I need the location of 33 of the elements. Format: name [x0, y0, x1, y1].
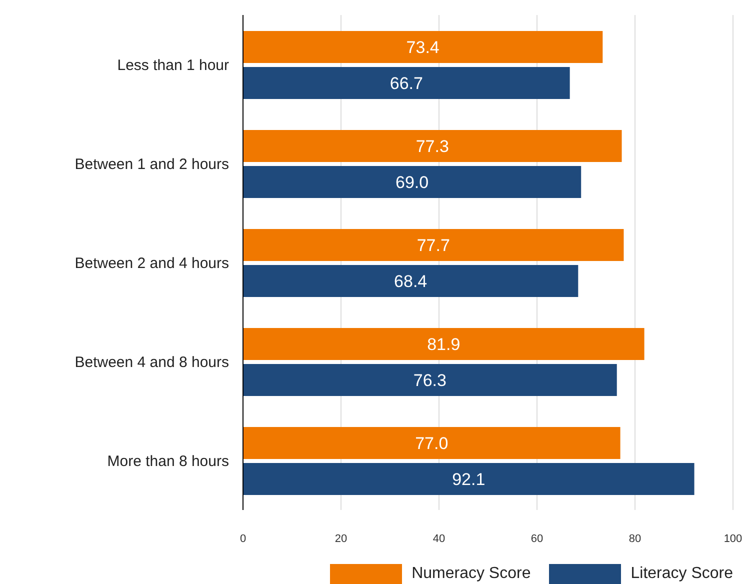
bar [243, 67, 570, 99]
y-tick-label: Less than 1 hour [117, 56, 229, 74]
bar [243, 364, 617, 396]
bar [243, 328, 644, 360]
x-tick-label: 20 [334, 532, 348, 545]
bar [243, 229, 624, 261]
data-label: 77.3 [416, 137, 449, 156]
data-label: 66.7 [390, 74, 423, 94]
y-tick-label: Between 1 and 2 hours [74, 156, 229, 173]
bar [243, 130, 622, 162]
x-tick-label: 100 [724, 532, 742, 545]
data-label: 77.0 [415, 434, 448, 454]
bar [243, 265, 578, 297]
y-tick-label: Between 2 and 4 hours [74, 254, 229, 272]
data-label: 92.1 [452, 470, 486, 490]
bar [243, 427, 620, 459]
data-label: 68.4 [394, 272, 428, 292]
x-tick-label: 0 [240, 532, 246, 545]
legend-label: Literacy Score [630, 565, 733, 583]
x-tick-label: 60 [530, 532, 544, 545]
bar [243, 31, 603, 63]
x-tick-label: 80 [628, 532, 642, 545]
data-label: 77.7 [416, 236, 450, 256]
data-label: 73.4 [406, 38, 440, 58]
bar [243, 166, 582, 198]
legend-label: Numeracy Score [412, 565, 531, 583]
data-label: 81.9 [427, 335, 460, 354]
y-tick-label: Between 4 and 8 hours [74, 354, 229, 371]
x-tick-label: 40 [432, 532, 446, 545]
data-label: 69.0 [396, 173, 429, 192]
data-label: 76.3 [413, 371, 446, 390]
bar [243, 463, 694, 495]
y-tick-label: More than 8 hours [107, 452, 229, 470]
